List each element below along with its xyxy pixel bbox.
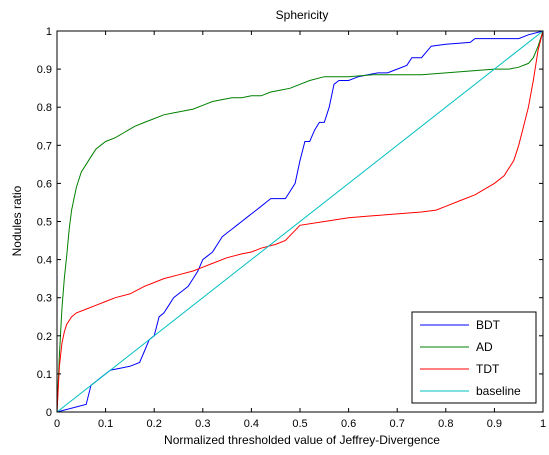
x-tick-label: 0.5 bbox=[292, 418, 307, 430]
y-tick-label: 0.3 bbox=[37, 293, 52, 305]
series-layer bbox=[56, 30, 544, 413]
legend-label-tdt: TDT bbox=[476, 362, 500, 376]
x-tick-label: 1 bbox=[540, 418, 546, 430]
legend-label-baseline: baseline bbox=[476, 384, 521, 398]
x-tick-label: 0.6 bbox=[341, 418, 356, 430]
x-tick-label: 0.7 bbox=[390, 418, 405, 430]
x-tick-label: 0.8 bbox=[438, 418, 453, 430]
legend-box bbox=[411, 311, 537, 404]
series-line-tdt bbox=[56, 30, 544, 413]
x-tick-label: 0.9 bbox=[487, 418, 502, 430]
series-line-baseline bbox=[56, 30, 544, 413]
y-tick-label: 0.1 bbox=[37, 369, 52, 381]
y-tick-label: 0.5 bbox=[37, 217, 52, 229]
series-line-ad bbox=[56, 30, 544, 413]
legend: BDT AD TDT baseline bbox=[411, 311, 537, 404]
y-tick-label: 0.4 bbox=[37, 255, 52, 267]
y-tick-label: 1 bbox=[46, 26, 52, 38]
x-tick-label: 0.4 bbox=[244, 418, 259, 430]
legend-label-ad: AD bbox=[476, 340, 493, 354]
x-tick-label: 0.3 bbox=[195, 418, 210, 430]
x-tick-label: 0 bbox=[54, 418, 60, 430]
legend-label-bdt: BDT bbox=[476, 318, 501, 332]
x-axis-label: Normalized thresholded value of Jeffrey-… bbox=[164, 433, 440, 447]
y-tick-label: 0.8 bbox=[37, 102, 52, 114]
x-tick-label: 0.2 bbox=[147, 418, 162, 430]
y-tick-label: 0.2 bbox=[37, 331, 52, 343]
y-axis-label: Nodules ratio bbox=[10, 185, 24, 256]
x-tick-label: 0.1 bbox=[98, 418, 113, 430]
chart-title: Sphericity bbox=[276, 8, 329, 22]
y-tick-label: 0.6 bbox=[37, 178, 52, 190]
y-tick-label: 0.7 bbox=[37, 140, 52, 152]
y-tick-label: 0 bbox=[46, 407, 52, 419]
ticks-layer: 0 0.1 0.2 0.3 0.4 0.5 0.6 0.7 0.8 0.9 1 0 0.1 0.2 0.3 0… bbox=[37, 26, 546, 430]
y-tick-label: 0.9 bbox=[37, 64, 52, 76]
